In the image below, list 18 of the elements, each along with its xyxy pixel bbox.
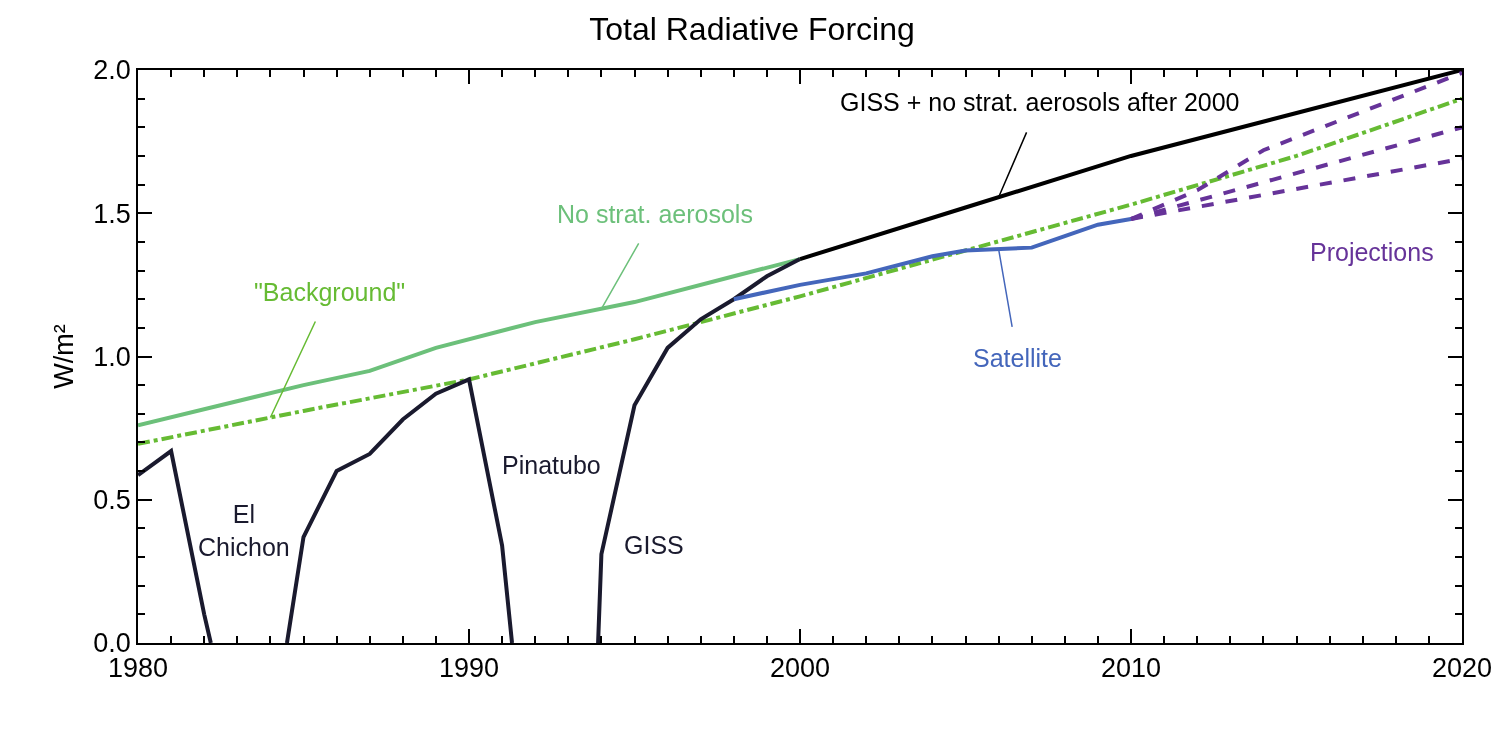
y-tick-label: 1.5 (93, 198, 131, 229)
x-tick-label: 1990 (438, 653, 500, 684)
annotation: Projections (1310, 238, 1434, 266)
y-tick-label: 0.5 (93, 485, 131, 516)
annotation: El Chichon (198, 500, 290, 561)
x-tick-label: 2010 (1100, 653, 1162, 684)
annotation: No strat. aerosols (557, 200, 753, 228)
annotation: Pinatubo (502, 451, 601, 479)
x-tick-label: 2020 (1431, 653, 1493, 684)
annotation: GISS (624, 531, 684, 559)
y-axis-title: W/m² (48, 324, 79, 389)
chart-title: Total Radiative Forcing (589, 11, 915, 48)
y-tick-label: 2.0 (93, 55, 131, 86)
annotation: Satellite (973, 344, 1062, 372)
y-tick-label: 1.0 (93, 341, 131, 372)
annotation: GISS + no strat. aerosols after 2000 (840, 88, 1240, 116)
x-tick-label: 2000 (769, 653, 831, 684)
annotation: "Background" (254, 278, 406, 306)
